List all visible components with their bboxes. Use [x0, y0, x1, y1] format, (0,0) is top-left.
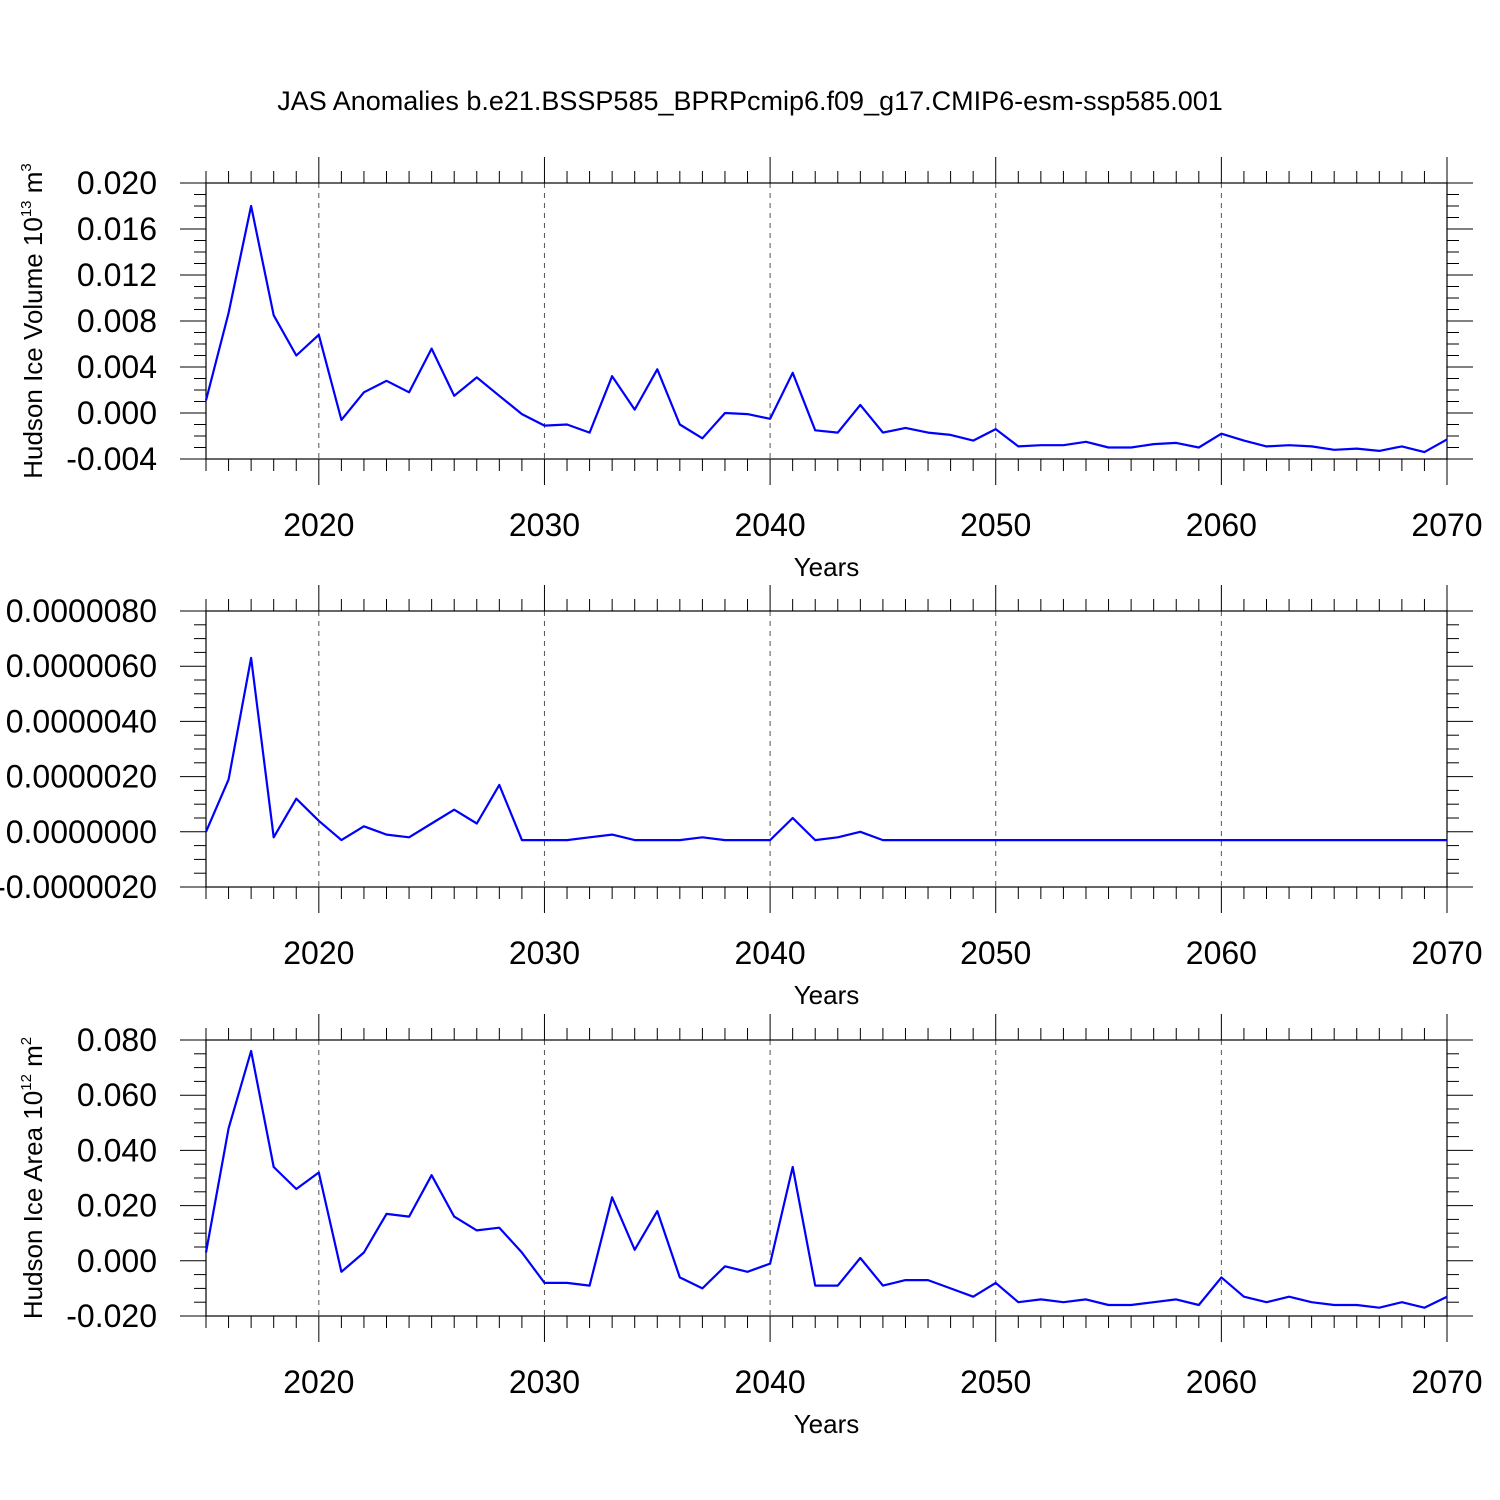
- y-axis-label-text: Hudson Ice Volume 10: [18, 217, 48, 479]
- y-tick-label: 0.0000000: [6, 814, 157, 850]
- y-tick-label: 0.060: [77, 1077, 157, 1113]
- y-tick-label: 0.0000040: [6, 703, 157, 739]
- y-tick-label: 0.020: [77, 1188, 157, 1224]
- plot-frame: [205, 1039, 1448, 1317]
- x-tick-label: 2040: [734, 1364, 805, 1400]
- x-axis-label: Years: [794, 552, 860, 582]
- y-axis-label-unit-exponent: 3: [18, 163, 35, 171]
- y-tick-label: 0.020: [77, 165, 157, 201]
- x-tick-label: 2030: [509, 1364, 580, 1400]
- x-tick-label: 2040: [734, 935, 805, 971]
- y-tick-label: 0.040: [77, 1132, 157, 1168]
- y-tick-label: 0.008: [77, 303, 157, 339]
- y-axis-label-text: Hudson Ice Area 10: [18, 1091, 48, 1319]
- y-tick-label: 0.016: [77, 211, 157, 247]
- x-axis-label: Years: [794, 980, 860, 1010]
- x-tick-label: 2070: [1411, 935, 1482, 971]
- y-tick-label: -0.0000020: [0, 869, 157, 905]
- x-tick-label: 2070: [1411, 507, 1482, 543]
- x-tick-label: 2070: [1411, 1364, 1482, 1400]
- x-axis-label: Years: [794, 1409, 860, 1439]
- y-axis-label-exponent: 13: [18, 200, 35, 217]
- y-tick-label: 0.012: [77, 257, 157, 293]
- y-axis-label-unit: m: [18, 1045, 48, 1074]
- chart-panels: 0.020 0.016 0.012 0.008 0.004 0.000 -0.004 2020…: [0, 157, 1483, 1439]
- y-tick-label: 0.0000080: [6, 593, 157, 629]
- y-axis-label: Hudson Ice Area 1012 m2: [18, 1037, 48, 1319]
- y-axis-label-unit: m: [18, 172, 48, 201]
- x-tick-label: 2030: [509, 935, 580, 971]
- y-tick-label: 0.000: [77, 395, 157, 431]
- y-axis-label-unit-exponent: 2: [18, 1037, 35, 1045]
- series-line: [204, 1049, 1448, 1309]
- plot-frame: [205, 610, 1448, 888]
- x-tick-label: 2050: [960, 1364, 1031, 1400]
- x-tick-label: 2050: [960, 507, 1031, 543]
- x-tick-label: 2050: [960, 935, 1031, 971]
- y-tick-label: 0.000: [77, 1243, 157, 1279]
- series-line: [204, 204, 1448, 454]
- chart-panel-3: 0.080 0.060 0.040 0.020 0.000 -0.020 2020 2030 2…: [18, 1014, 1483, 1439]
- plot-frame: [205, 182, 1448, 460]
- chart-title: JAS Anomalies b.e21.BSSP585_BPRPcmip6.f0…: [277, 86, 1223, 116]
- x-tick-label: 2020: [283, 1364, 354, 1400]
- x-tick-label: 2040: [734, 507, 805, 543]
- x-tick-label: 2020: [283, 935, 354, 971]
- chart-panel-2: 0.0000080 0.0000060 0.0000040 0.0000020 0.00…: [0, 585, 1483, 1010]
- y-tick-label: 0.0000020: [6, 759, 157, 795]
- x-tick-label: 2020: [283, 507, 354, 543]
- y-axis-label-exponent: 12: [18, 1074, 35, 1091]
- x-tick-label: 2060: [1186, 507, 1257, 543]
- x-tick-label: 2030: [509, 507, 580, 543]
- y-axis-label: Hudson Ice Volume 1013 m3: [18, 163, 48, 479]
- y-tick-label: -0.020: [66, 1298, 157, 1334]
- y-tick-label: 0.080: [77, 1022, 157, 1058]
- y-tick-label: -0.004: [66, 441, 157, 477]
- x-tick-label: 2060: [1186, 935, 1257, 971]
- y-tick-label: 0.004: [77, 349, 157, 385]
- chart-panel-1: 0.020 0.016 0.012 0.008 0.004 0.000 -0.004 2020…: [18, 157, 1483, 582]
- x-tick-label: 2060: [1186, 1364, 1257, 1400]
- y-tick-label: 0.0000060: [6, 648, 157, 684]
- series-line: [204, 656, 1447, 842]
